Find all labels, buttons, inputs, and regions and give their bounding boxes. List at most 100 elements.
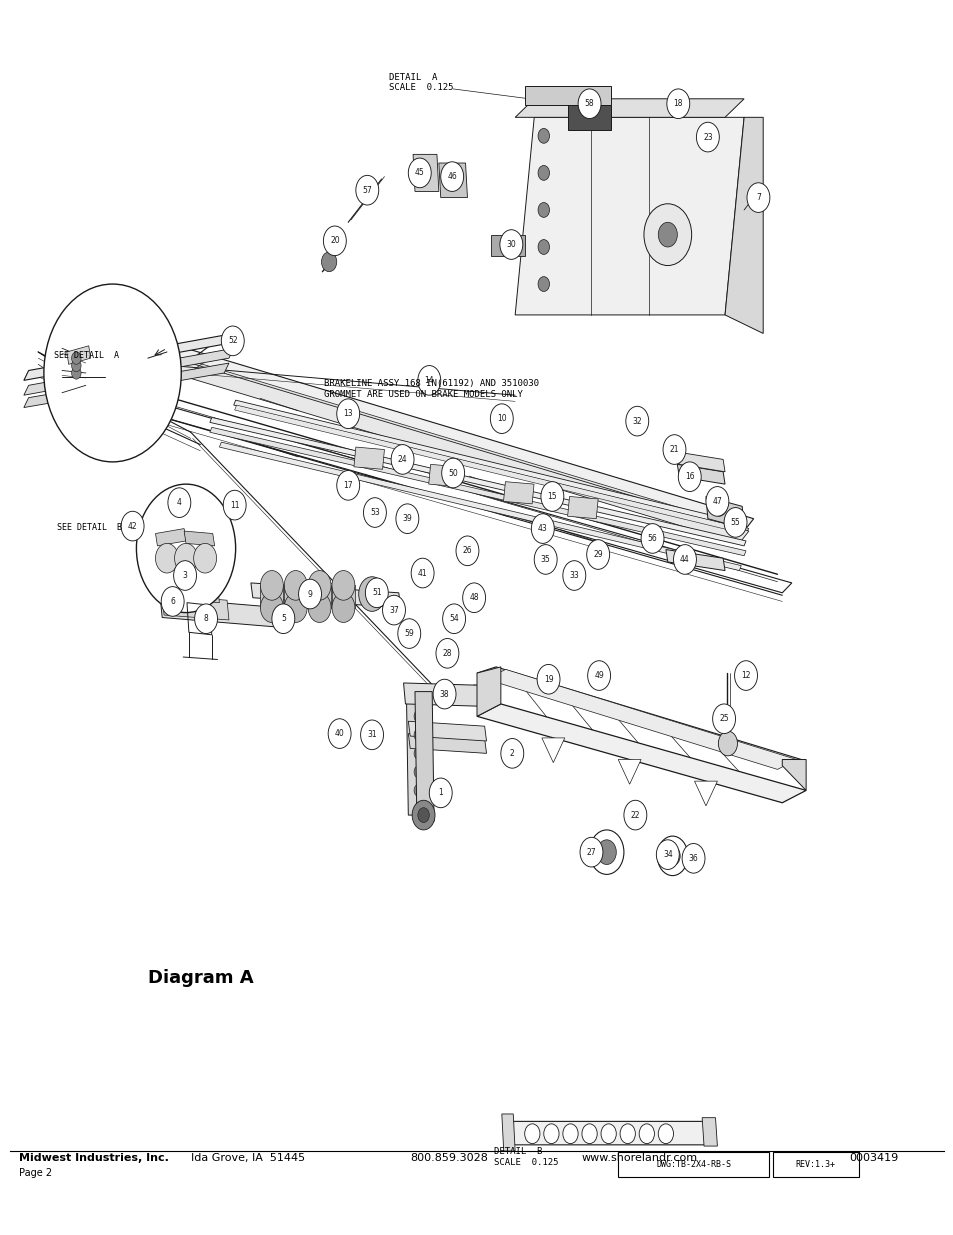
Circle shape: [619, 1124, 635, 1144]
Circle shape: [121, 511, 144, 541]
Circle shape: [336, 471, 359, 500]
Circle shape: [136, 484, 235, 613]
Circle shape: [499, 230, 522, 259]
Polygon shape: [91, 333, 748, 541]
Circle shape: [658, 1124, 673, 1144]
Text: 10: 10: [497, 414, 506, 424]
Polygon shape: [541, 739, 564, 763]
Circle shape: [193, 543, 216, 573]
Circle shape: [161, 587, 184, 616]
Circle shape: [71, 367, 81, 379]
Text: 25: 25: [719, 714, 728, 724]
Polygon shape: [724, 117, 762, 333]
Circle shape: [395, 504, 418, 534]
Text: 19: 19: [543, 674, 553, 684]
Circle shape: [414, 729, 423, 741]
Circle shape: [363, 498, 386, 527]
Text: 42: 42: [128, 521, 137, 531]
Circle shape: [221, 326, 244, 356]
Circle shape: [414, 747, 423, 760]
Circle shape: [718, 731, 737, 756]
Polygon shape: [24, 348, 233, 395]
Circle shape: [336, 399, 359, 429]
Circle shape: [537, 128, 549, 143]
Polygon shape: [665, 550, 724, 571]
Polygon shape: [408, 721, 486, 741]
Circle shape: [586, 540, 609, 569]
Circle shape: [441, 458, 464, 488]
Circle shape: [462, 583, 485, 613]
Text: 28: 28: [442, 648, 452, 658]
Circle shape: [543, 1124, 558, 1144]
Text: 11: 11: [230, 500, 239, 510]
Text: 39: 39: [402, 514, 412, 524]
Text: 21: 21: [669, 445, 679, 454]
Circle shape: [414, 766, 423, 778]
Circle shape: [397, 619, 420, 648]
Text: DETAIL  A
SCALE  0.125: DETAIL A SCALE 0.125: [389, 73, 454, 93]
Text: 59: 59: [404, 629, 414, 638]
Polygon shape: [91, 336, 748, 543]
Text: 46: 46: [447, 172, 456, 182]
Text: Midwest Industries, Inc.: Midwest Industries, Inc.: [19, 1153, 169, 1163]
Circle shape: [537, 664, 559, 694]
Circle shape: [537, 203, 549, 217]
Polygon shape: [408, 734, 486, 753]
Circle shape: [589, 830, 623, 874]
Circle shape: [537, 277, 549, 291]
Circle shape: [537, 240, 549, 254]
Circle shape: [681, 844, 704, 873]
Circle shape: [581, 1124, 597, 1144]
Text: 12: 12: [740, 671, 750, 680]
Polygon shape: [515, 117, 743, 315]
Polygon shape: [210, 417, 745, 546]
Polygon shape: [694, 782, 717, 806]
Polygon shape: [503, 482, 534, 504]
Circle shape: [666, 89, 689, 119]
Circle shape: [412, 800, 435, 830]
Circle shape: [332, 571, 355, 600]
Circle shape: [365, 578, 388, 608]
Circle shape: [746, 183, 769, 212]
Polygon shape: [413, 154, 438, 191]
Circle shape: [194, 604, 217, 634]
Text: 55: 55: [730, 517, 740, 527]
Circle shape: [562, 561, 585, 590]
Polygon shape: [67, 346, 91, 364]
Circle shape: [597, 840, 616, 864]
Circle shape: [579, 837, 602, 867]
Circle shape: [625, 406, 648, 436]
Circle shape: [587, 661, 610, 690]
Polygon shape: [24, 333, 233, 380]
Circle shape: [639, 1124, 654, 1144]
Circle shape: [500, 739, 523, 768]
Circle shape: [440, 162, 463, 191]
Text: 13: 13: [343, 409, 353, 419]
Text: BRAKELINE ASSY 168 IN(61192) AND 3510030
GROMMET ARE USED ON BRAKE MODELS ONLY: BRAKELINE ASSY 168 IN(61192) AND 3510030…: [324, 379, 538, 399]
Polygon shape: [160, 580, 219, 603]
Circle shape: [71, 359, 81, 372]
Text: 16: 16: [684, 472, 694, 482]
Text: REV:1.3+: REV:1.3+: [795, 1160, 835, 1170]
Circle shape: [260, 593, 283, 622]
Polygon shape: [308, 585, 331, 608]
Polygon shape: [524, 86, 610, 105]
Circle shape: [414, 710, 423, 722]
Polygon shape: [781, 760, 805, 790]
Text: Diagram A: Diagram A: [148, 969, 253, 987]
Circle shape: [168, 488, 191, 517]
Circle shape: [531, 514, 554, 543]
Text: 48: 48: [469, 593, 478, 603]
Polygon shape: [162, 595, 229, 620]
Polygon shape: [415, 692, 434, 821]
Text: 4: 4: [176, 498, 182, 508]
Text: 18: 18: [673, 99, 682, 109]
Text: 34: 34: [662, 850, 672, 860]
Circle shape: [656, 840, 679, 869]
Circle shape: [429, 778, 452, 808]
Text: 57: 57: [362, 185, 372, 195]
Circle shape: [534, 545, 557, 574]
Polygon shape: [505, 1121, 707, 1145]
Text: Ida Grove, IA  51445: Ida Grove, IA 51445: [191, 1153, 305, 1163]
Circle shape: [623, 800, 646, 830]
